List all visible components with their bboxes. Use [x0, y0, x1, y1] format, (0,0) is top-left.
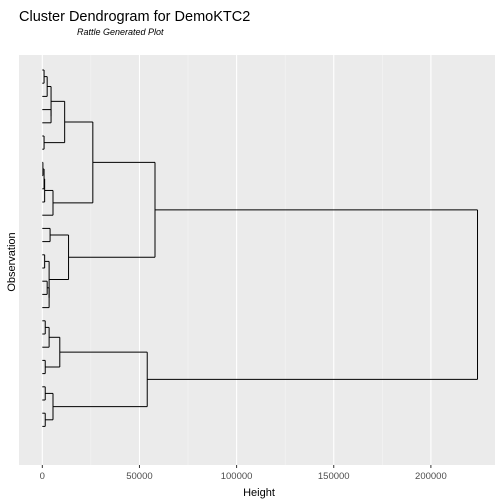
plot-panel — [19, 55, 495, 465]
y-axis-label: Observation — [6, 232, 18, 292]
x-axis: 0 50000 100000 150000 200000 — [40, 465, 447, 482]
chart-subtitle: Rattle Generated Plot — [77, 27, 164, 37]
x-axis-label: Height — [243, 487, 275, 499]
x-tick-label: 200000 — [415, 471, 447, 482]
dendrogram-branches — [42, 69, 479, 427]
x-tick-label: 0 — [40, 471, 45, 482]
grid-lines — [41, 55, 432, 465]
x-tick-label: 150000 — [318, 471, 350, 482]
x-tick-label: 100000 — [221, 471, 253, 482]
x-tick-label: 50000 — [126, 471, 152, 482]
chart-title: Cluster Dendrogram for DemoKTC2 — [19, 9, 251, 25]
